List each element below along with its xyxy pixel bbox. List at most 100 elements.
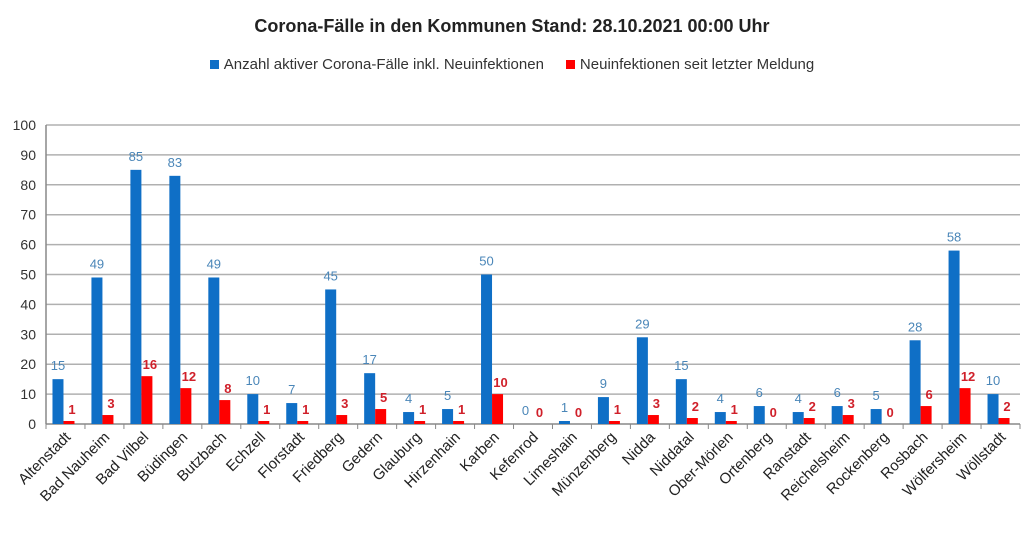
data-label-active: 85 (129, 149, 143, 164)
data-label-new: 3 (341, 396, 348, 411)
chart-title: Corona-Fälle in den Kommunen Stand: 28.1… (254, 16, 770, 36)
data-label-new: 12 (961, 369, 975, 384)
data-label-active: 9 (600, 376, 607, 391)
bar-new (686, 418, 698, 424)
y-tick-label: 40 (20, 296, 36, 312)
data-label-new: 0 (887, 405, 894, 420)
data-label-active: 5 (444, 388, 451, 403)
data-label-new: 2 (692, 399, 699, 414)
data-label-active: 1 (561, 400, 568, 415)
bar-new (998, 418, 1010, 424)
y-tick-label: 50 (20, 267, 36, 283)
data-label-new: 12 (182, 369, 196, 384)
bar-new (180, 388, 192, 424)
bar-active (831, 406, 843, 424)
bar-new (842, 415, 854, 424)
data-label-active: 15 (674, 358, 688, 373)
data-label-new: 3 (107, 396, 114, 411)
bar-active (325, 289, 337, 424)
bar-active (91, 277, 103, 424)
data-label-active: 5 (873, 388, 880, 403)
legend-swatch-active (209, 60, 219, 69)
bar-new (258, 421, 270, 424)
y-tick-label: 30 (20, 326, 36, 342)
data-label-new: 3 (848, 396, 855, 411)
data-label-new: 1 (419, 402, 426, 417)
bar-new (336, 415, 348, 424)
y-tick-label: 10 (20, 386, 36, 402)
bar-active (52, 379, 64, 424)
data-label-active: 49 (207, 256, 221, 271)
legend-label-new: Neuinfektionen seit letzter Meldung (579, 56, 815, 73)
data-label-new: 1 (68, 402, 75, 417)
bar-active (247, 394, 259, 424)
data-label-new: 1 (614, 402, 621, 417)
bar-new (375, 409, 387, 424)
bar-active (597, 397, 609, 424)
data-label-active: 29 (635, 316, 649, 331)
data-label-new: 2 (809, 399, 816, 414)
bar-active (130, 169, 142, 424)
data-label-active: 4 (795, 391, 802, 406)
data-label-new: 0 (575, 405, 582, 420)
bar-active (675, 379, 687, 424)
bar-active (169, 175, 181, 424)
data-label-new: 16 (143, 357, 157, 372)
bar-new (959, 388, 971, 424)
y-tick-label: 60 (20, 237, 36, 253)
y-tick-label: 70 (20, 207, 36, 223)
bar-new (63, 421, 75, 424)
data-label-active: 58 (947, 230, 961, 245)
legend-swatch-new (565, 60, 575, 69)
data-label-active: 83 (168, 155, 182, 170)
bar-active (636, 337, 648, 424)
data-label-new: 1 (263, 402, 270, 417)
bar-active (909, 340, 921, 424)
data-label-active: 10 (986, 373, 1000, 388)
bar-new (219, 400, 231, 424)
legend-label-active: Anzahl aktiver Corona-Fälle inkl. Neuinf… (223, 56, 544, 73)
data-label-active: 28 (908, 319, 922, 334)
data-label-new: 8 (224, 381, 231, 396)
bar-active (481, 274, 493, 424)
data-label-active: 15 (51, 358, 65, 373)
y-tick-label: 100 (13, 117, 37, 133)
bar-active (364, 373, 376, 424)
bar-new (141, 376, 153, 424)
bar-active (286, 403, 298, 424)
data-label-new: 1 (458, 402, 465, 417)
bar-new (414, 421, 426, 424)
y-tick-label: 20 (20, 356, 36, 372)
bar-active (403, 412, 415, 424)
bar-new (803, 418, 815, 424)
bar-active (558, 421, 570, 424)
data-label-active: 0 (522, 403, 529, 418)
data-label-active: 50 (479, 254, 493, 269)
data-label-active: 6 (834, 385, 841, 400)
data-label-new: 5 (380, 390, 387, 405)
bar-new (608, 421, 620, 424)
legend-item-new: Neuinfektionen seit letzter Meldung (565, 56, 815, 73)
bar-new (492, 394, 504, 424)
bar-active (208, 277, 220, 424)
data-label-new: 0 (770, 405, 777, 420)
data-label-active: 7 (288, 382, 295, 397)
data-label-new: 1 (302, 402, 309, 417)
data-label-active: 10 (246, 373, 260, 388)
data-label-active: 17 (362, 352, 376, 367)
bar-new (725, 421, 737, 424)
bar-active (714, 412, 726, 424)
data-label-active: 49 (90, 256, 104, 271)
legend: Anzahl aktiver Corona-Fälle inkl. Neuinf… (0, 56, 1024, 73)
bar-active (753, 406, 765, 424)
bar-active (870, 409, 882, 424)
bar-active (792, 412, 804, 424)
data-label-new: 3 (653, 396, 660, 411)
y-tick-label: 80 (20, 177, 36, 193)
data-label-new: 2 (1003, 399, 1010, 414)
data-label-new: 0 (536, 405, 543, 420)
bar-active (948, 250, 960, 424)
legend-item-active: Anzahl aktiver Corona-Fälle inkl. Neuinf… (209, 56, 544, 73)
data-label-active: 6 (756, 385, 763, 400)
